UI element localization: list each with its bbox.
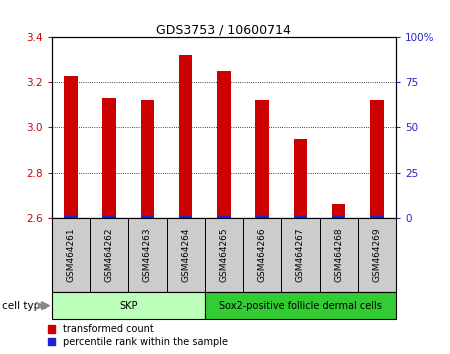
- Bar: [128, 218, 166, 292]
- Bar: [64, 75, 77, 218]
- Bar: [370, 216, 383, 218]
- Bar: [90, 218, 128, 292]
- Bar: [103, 98, 116, 218]
- Legend: transformed count, percentile rank within the sample: transformed count, percentile rank withi…: [48, 324, 228, 347]
- Text: SKP: SKP: [119, 301, 138, 311]
- Bar: [141, 216, 154, 218]
- Text: GSM464269: GSM464269: [373, 228, 382, 282]
- Bar: [358, 218, 396, 292]
- Bar: [205, 292, 396, 319]
- Text: GSM464268: GSM464268: [334, 228, 343, 282]
- Bar: [217, 216, 230, 218]
- Bar: [332, 204, 345, 218]
- Text: cell type: cell type: [2, 301, 47, 311]
- Bar: [281, 218, 320, 292]
- Title: GDS3753 / 10600714: GDS3753 / 10600714: [157, 23, 291, 36]
- Bar: [217, 71, 230, 218]
- Bar: [332, 216, 345, 218]
- Text: GSM464262: GSM464262: [104, 228, 113, 282]
- Bar: [52, 218, 90, 292]
- Text: GSM464261: GSM464261: [67, 228, 76, 282]
- Bar: [243, 218, 281, 292]
- Bar: [256, 101, 269, 218]
- Bar: [64, 216, 77, 218]
- Bar: [256, 216, 269, 218]
- Text: GSM464263: GSM464263: [143, 228, 152, 282]
- Bar: [52, 292, 205, 319]
- Bar: [294, 216, 307, 218]
- Bar: [370, 101, 383, 218]
- Bar: [166, 218, 205, 292]
- Text: Sox2-positive follicle dermal cells: Sox2-positive follicle dermal cells: [219, 301, 382, 311]
- Text: GSM464266: GSM464266: [257, 228, 266, 282]
- Bar: [141, 101, 154, 218]
- Text: GSM464264: GSM464264: [181, 228, 190, 282]
- Bar: [320, 218, 358, 292]
- Text: GSM464265: GSM464265: [220, 228, 228, 282]
- Bar: [205, 218, 243, 292]
- Bar: [294, 139, 307, 218]
- Bar: [179, 55, 192, 218]
- Bar: [179, 216, 192, 218]
- Bar: [103, 216, 116, 218]
- Text: GSM464267: GSM464267: [296, 228, 305, 282]
